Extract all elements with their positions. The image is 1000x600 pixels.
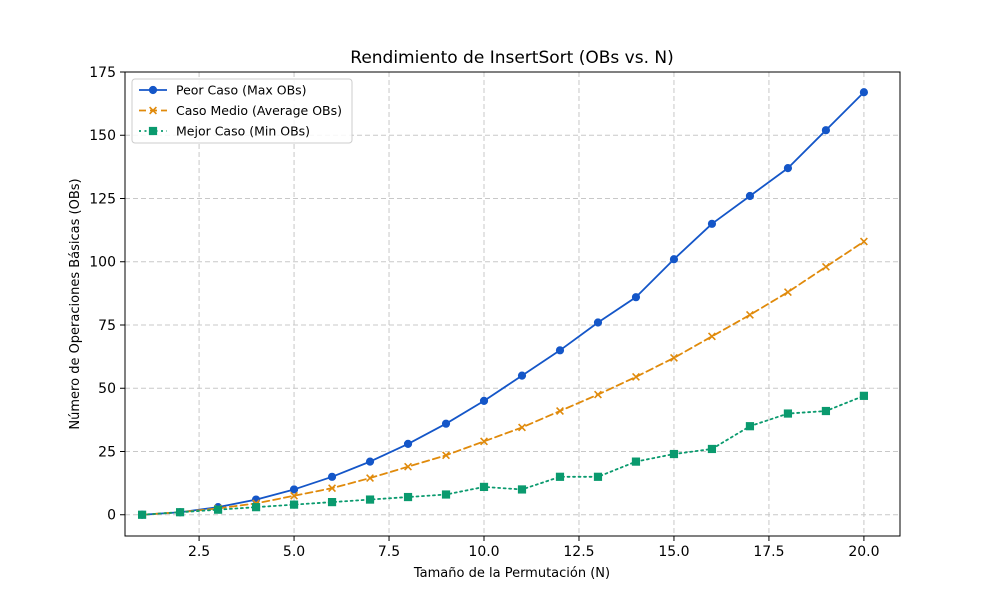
- data-point: [175, 508, 185, 517]
- data-point: [631, 457, 641, 466]
- data-point: [707, 444, 717, 454]
- data-point: [327, 497, 337, 507]
- legend-box: [131, 78, 353, 144]
- data-point: [517, 485, 527, 494]
- series-line: [141, 91, 865, 516]
- legend-marker: [148, 126, 158, 136]
- data-point: [821, 262, 830, 271]
- data-point: [593, 472, 603, 481]
- series-line: [141, 240, 865, 516]
- data-point: [365, 457, 375, 466]
- y-tick-label: 100: [89, 255, 116, 271]
- y-tick-label: 75: [98, 318, 116, 334]
- data-point: [669, 449, 679, 459]
- data-point: [441, 490, 451, 499]
- data-point: [442, 451, 450, 460]
- x-tick-label: 7.5: [378, 544, 400, 560]
- legend-item: Caso Medio (Average OBs): [139, 103, 342, 118]
- data-point: [518, 423, 526, 432]
- data-point: [441, 419, 451, 428]
- data-point: [821, 406, 831, 416]
- data-point: [707, 219, 717, 228]
- data-point: [707, 332, 716, 341]
- data-point: [137, 510, 147, 519]
- data-point: [859, 237, 868, 246]
- x-tick-label: 15.0: [658, 544, 689, 560]
- y-tick-label: 150: [89, 128, 116, 144]
- data-point: [327, 472, 337, 481]
- data-point: [289, 500, 299, 509]
- tick-layer: 2.5 5.0 7.5 10.0 12.5 15.0 17.5 20.0 0 25 50 75 100 1…: [89, 65, 879, 560]
- series-layer: [137, 88, 869, 519]
- data-point: [517, 371, 527, 380]
- legend: Peor Caso (Max OBs) Caso Medio (Average O…: [131, 78, 353, 144]
- data-point: [479, 482, 489, 492]
- x-tick-label: 17.5: [753, 544, 784, 560]
- data-point: [556, 407, 564, 415]
- data-point: [821, 126, 831, 135]
- data-point: [783, 409, 793, 418]
- series-3: [137, 391, 869, 519]
- data-point: [251, 503, 261, 512]
- series-line: [141, 394, 865, 516]
- series-2: [138, 237, 868, 519]
- chart-title: Rendimiento de InsertSort (OBs vs. N): [350, 48, 673, 68]
- data-point: [859, 88, 869, 97]
- data-point: [783, 164, 793, 173]
- data-point: [289, 485, 299, 494]
- legend-item: Peor Caso (Max OBs): [139, 83, 307, 98]
- data-point: [669, 353, 678, 362]
- data-point: [213, 505, 223, 514]
- x-tick-label: 12.5: [563, 544, 594, 560]
- data-point: [480, 437, 488, 446]
- data-point: [403, 439, 413, 449]
- x-tick-label: 10.0: [468, 544, 499, 560]
- data-point: [745, 310, 754, 319]
- data-point: [290, 491, 299, 500]
- data-point: [555, 472, 565, 481]
- data-point: [745, 422, 755, 431]
- data-point: [631, 293, 641, 302]
- plot-frame: [124, 71, 901, 537]
- data-point: [593, 318, 603, 327]
- data-point: [783, 288, 792, 297]
- y-tick-label: 125: [89, 191, 116, 207]
- data-point: [859, 391, 869, 400]
- y-tick-label: 50: [98, 381, 116, 397]
- x-tick-label: 2.5: [188, 544, 210, 560]
- data-point: [404, 462, 412, 471]
- data-point: [328, 484, 337, 493]
- legend-label: Peor Caso (Max OBs): [176, 83, 307, 98]
- data-point: [594, 390, 602, 399]
- legend-marker: [149, 106, 157, 115]
- data-point: [745, 191, 755, 201]
- x-tick-label: 5.0: [283, 544, 305, 560]
- y-tick-label: 175: [89, 65, 116, 81]
- legend-item: Mejor Caso (Min OBs): [139, 124, 310, 139]
- data-point: [479, 396, 489, 405]
- data-point: [365, 495, 375, 504]
- y-axis-label: Número de Operaciones Básicas (OBs): [68, 178, 83, 429]
- x-axis-label: Tamaño de la Permutación (N): [413, 566, 610, 581]
- y-tick-label: 25: [98, 444, 116, 460]
- legend-label: Caso Medio (Average OBs): [176, 103, 342, 118]
- x-tick-label: 20.0: [848, 544, 879, 560]
- data-point: [403, 492, 413, 502]
- data-point: [669, 255, 679, 264]
- data-point: [366, 474, 375, 483]
- series-1: [137, 88, 869, 519]
- legend-label: Mejor Caso (Min OBs): [176, 124, 310, 139]
- data-point: [555, 346, 565, 355]
- legend-marker: [148, 85, 158, 95]
- data-point: [632, 372, 640, 381]
- y-tick-label: 0: [107, 508, 116, 524]
